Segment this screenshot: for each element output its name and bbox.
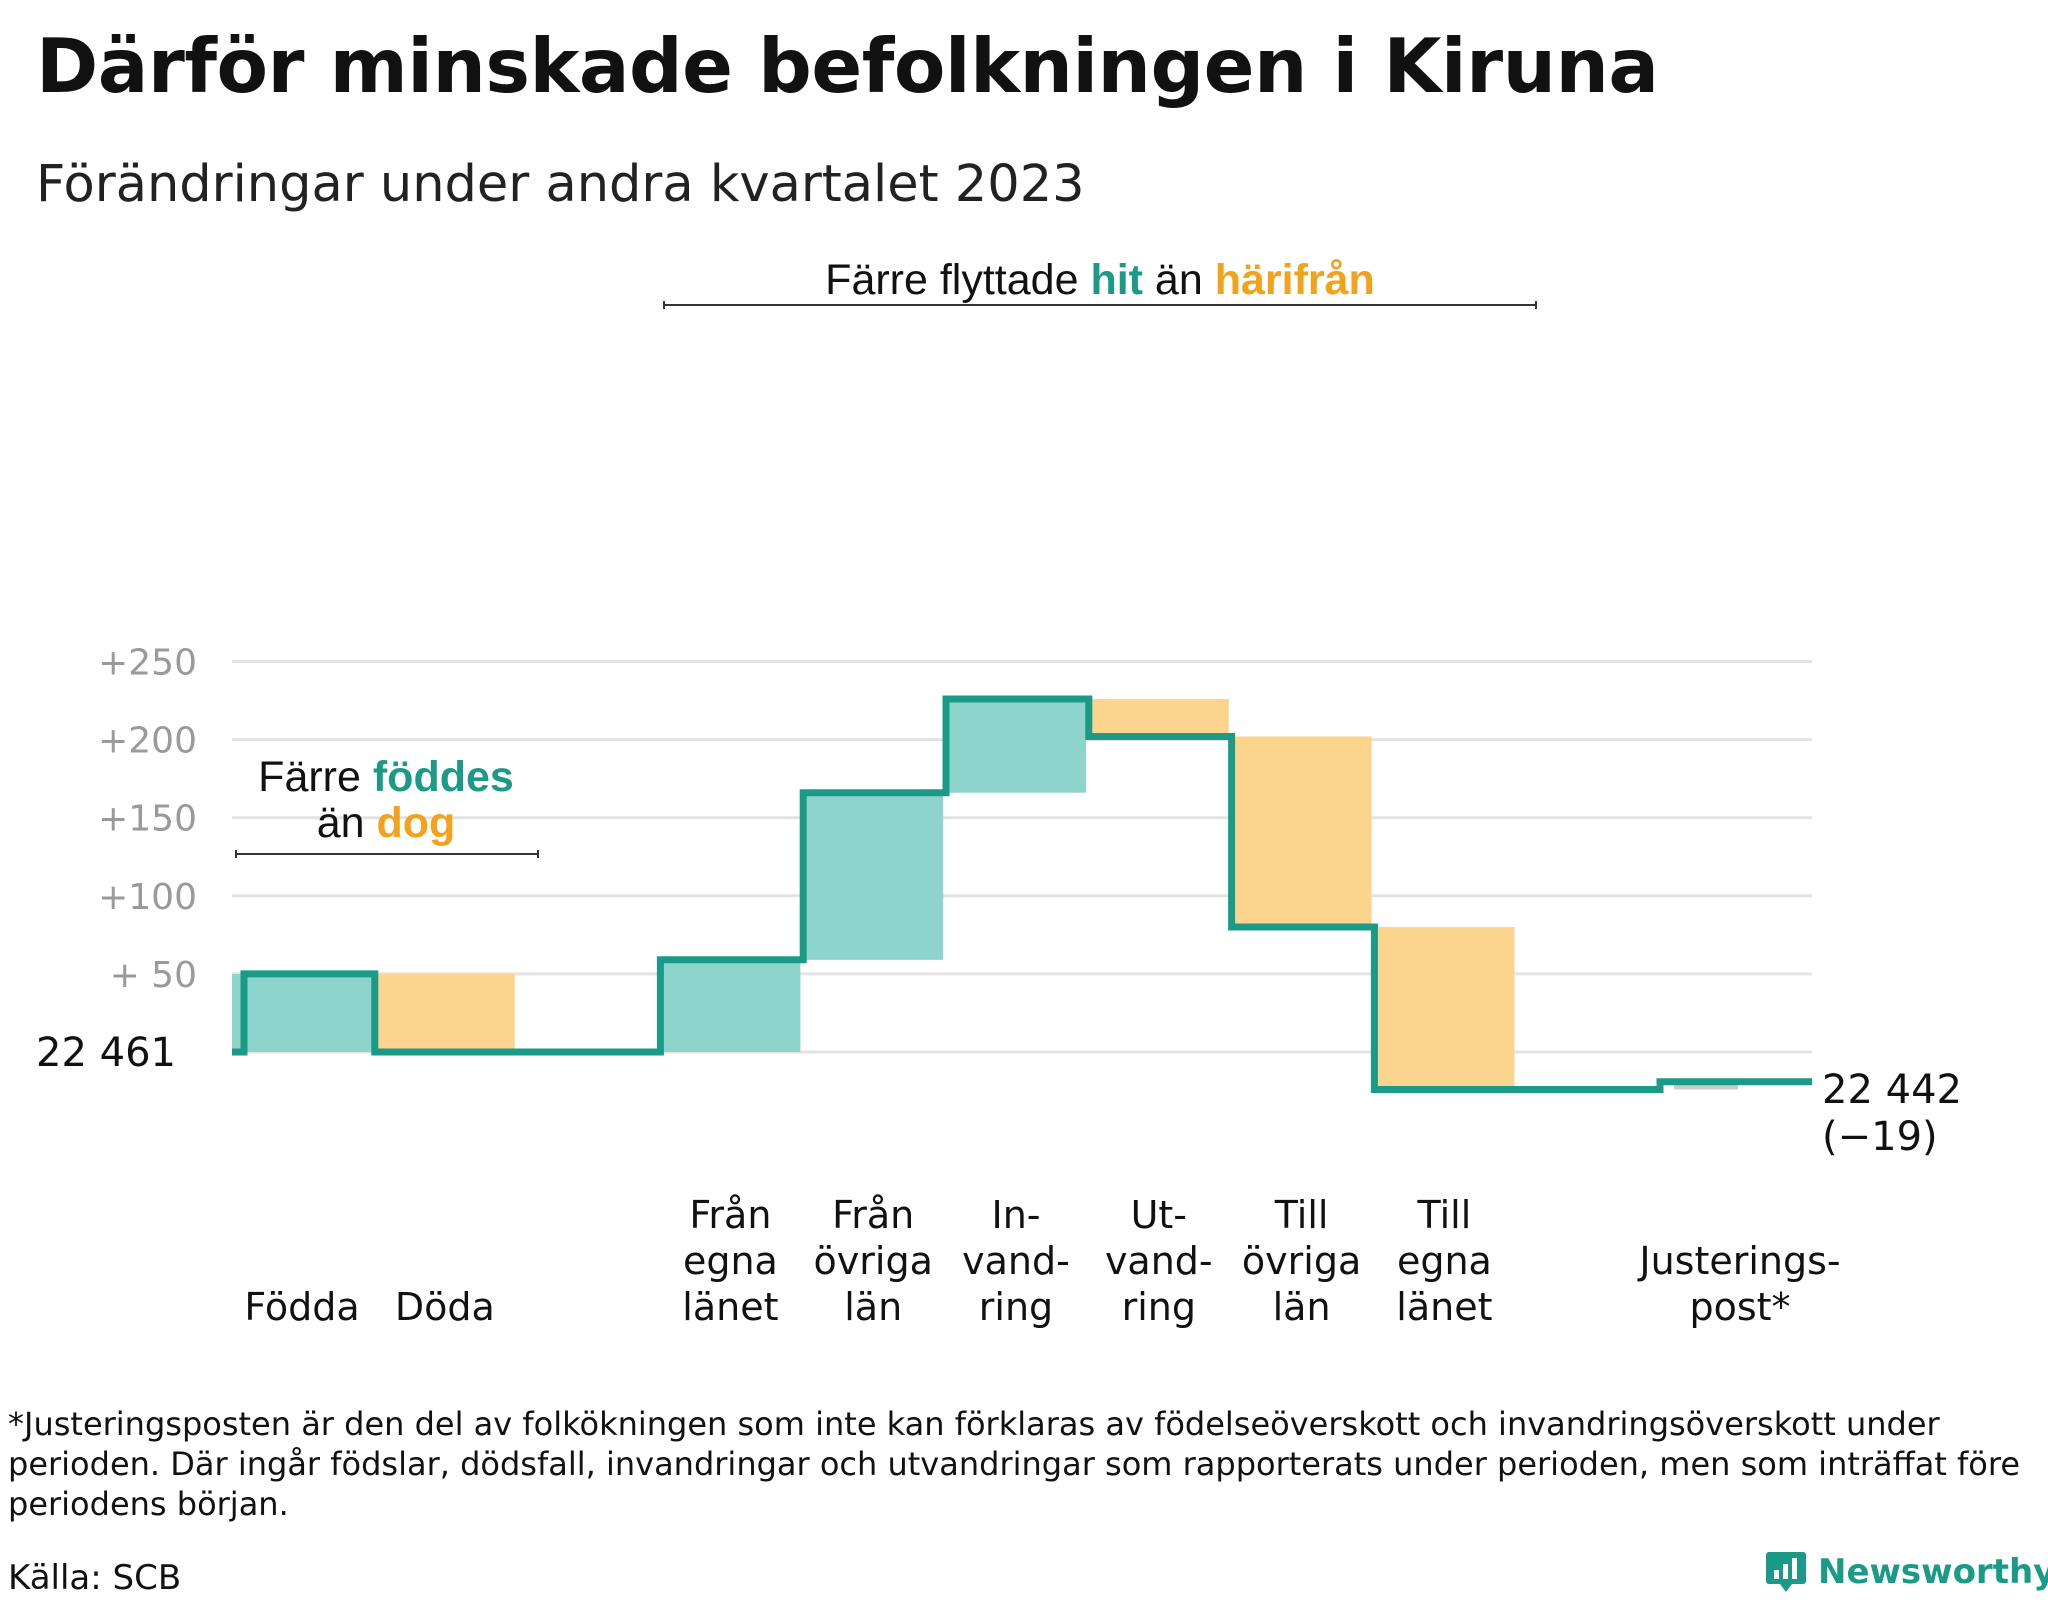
bar-2 [374, 973, 515, 1052]
end-value-label: 22 442 [1822, 1067, 1962, 1113]
x-category-label: In- [991, 1193, 1040, 1237]
waterfall-chart: + 50+100+150+200+250 Födda DödaFrånegnalä… [36, 256, 1962, 1329]
x-category-label: egna [1397, 1239, 1492, 1283]
migration-annotation-text: Färre flyttade hit än härifrån [825, 256, 1375, 304]
source-label: Källa: SCB [8, 1558, 182, 1598]
y-axis: + 50 +100 +150 +200 +250 [98, 643, 197, 996]
y-tick-label: +150 [98, 799, 197, 840]
baseline-value-label: 22 461 [36, 1030, 176, 1076]
bar-1 [232, 973, 372, 1052]
x-category-label: Från [832, 1193, 914, 1237]
y-tick-label: + 50 [110, 955, 197, 996]
y-tick-label: +100 [98, 877, 197, 918]
x-category-label: län [844, 1285, 902, 1329]
x-category-label: Justerings- [1637, 1239, 1840, 1283]
brand-name: Newsworthy [1818, 1552, 2048, 1592]
x-category-label: ring [979, 1285, 1053, 1329]
cumulative-step-line [232, 695, 1812, 1093]
y-tick-label: +200 [98, 721, 197, 762]
x-category-label: Ut- [1131, 1193, 1187, 1237]
brand-logo: Newsworthy [1766, 1552, 2048, 1592]
x-category-label: Från [689, 1193, 771, 1237]
bar-7 [1231, 736, 1372, 928]
bar-4 [803, 792, 944, 960]
migration-annotation: Färre flyttade hit än härifrån [663, 256, 1537, 309]
x-category-label: vand- [1105, 1239, 1213, 1283]
step-line-group [232, 695, 1812, 1093]
x-axis: Födda DödaFrånegnalänetFrånövrigalänIn-va… [244, 1193, 1840, 1329]
bar-9 [1674, 1081, 1738, 1090]
x-category-label: övriga [1242, 1239, 1361, 1283]
bar-6 [1088, 698, 1229, 737]
x-category-label: övriga [814, 1239, 933, 1283]
x-category-label: Till [1274, 1193, 1329, 1237]
chart-title: Därför minskade befolkningen i Kiruna [36, 22, 1659, 110]
births-annotation-line2: än dog [317, 799, 456, 847]
births-annotation: Färre föddes än dog [235, 753, 539, 858]
newsworthy-logo-icon [1766, 1552, 1806, 1592]
y-tick-label: +250 [98, 643, 197, 684]
x-category-label: ring [1122, 1285, 1196, 1329]
births-bracket [235, 850, 539, 858]
births-annotation-line1: Färre föddes [258, 753, 514, 801]
migration-bracket [663, 301, 1537, 309]
bar-8 [1374, 927, 1515, 1090]
x-category-label: länet [1396, 1285, 1492, 1329]
end-change-label: (−19) [1822, 1114, 1938, 1160]
x-category-label: länet [682, 1285, 778, 1329]
bar-3 [660, 959, 801, 1052]
x-category-label: post* [1689, 1285, 1790, 1329]
x-category-label: Döda [395, 1285, 495, 1329]
x-category-label: vand- [962, 1239, 1070, 1283]
bar-5 [946, 698, 1086, 793]
x-category-label: Födda [244, 1285, 359, 1329]
x-category-label: län [1273, 1285, 1331, 1329]
bars [232, 698, 1738, 1090]
chart-subtitle: Förändringar under andra kvartalet 2023 [36, 155, 1085, 214]
footnote: *Justeringsposten är den del av folkökni… [8, 1405, 2021, 1523]
x-category-label: Till [1417, 1193, 1472, 1237]
x-category-label: egna [683, 1239, 778, 1283]
